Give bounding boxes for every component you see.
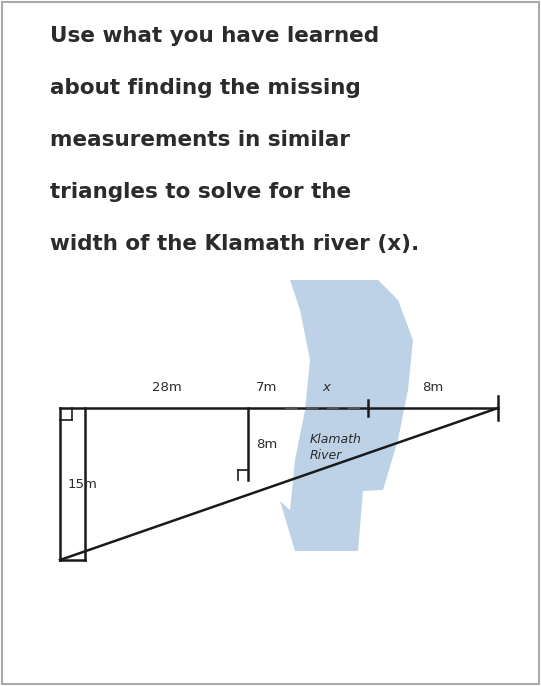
Text: 28m: 28m (151, 381, 181, 394)
Text: width of the Klamath river (x).: width of the Klamath river (x). (50, 234, 419, 254)
Text: 15m: 15m (68, 477, 98, 490)
Text: x: x (322, 381, 331, 394)
Text: 8m: 8m (256, 438, 277, 451)
Text: about finding the missing: about finding the missing (50, 78, 361, 98)
Text: Use what you have learned: Use what you have learned (50, 26, 379, 46)
Text: measurements in similar: measurements in similar (50, 130, 350, 150)
Text: 8m: 8m (423, 381, 444, 394)
Text: 7m: 7m (256, 381, 277, 394)
Polygon shape (280, 280, 413, 551)
Text: triangles to solve for the: triangles to solve for the (50, 182, 351, 202)
Text: Klamath
River: Klamath River (310, 433, 362, 462)
